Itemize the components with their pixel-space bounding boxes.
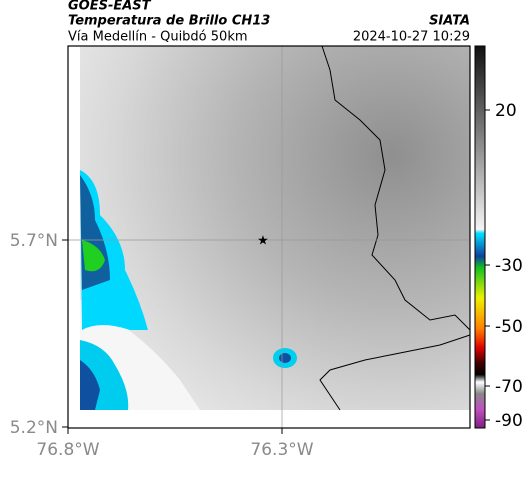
- colorbar: 20 -30 -50 -70 -90: [474, 45, 523, 431]
- satellite-image: ★: [68, 45, 471, 428]
- lon-tick: 76.8°W: [36, 440, 99, 460]
- colorbar-tick: 20: [495, 101, 517, 121]
- satellite: GOES-EAST: [68, 0, 152, 14]
- svg-text:★: ★: [257, 234, 269, 249]
- lat-tick: 5.2°N: [10, 418, 58, 438]
- colorbar-tick: -90: [495, 411, 523, 431]
- product: Temperatura de Brillo CH13: [68, 14, 270, 29]
- map-frame: [67, 45, 471, 429]
- route: Vía Medellín - Quibdó 50km: [68, 30, 248, 45]
- lon-tick: 76.3°W: [250, 440, 313, 460]
- agency: SIATA: [429, 14, 470, 29]
- colorbar-tick: -50: [495, 317, 523, 337]
- timestamp: 2024-10-27 10:29: [353, 30, 470, 45]
- lat-tick: 5.7°N: [10, 231, 58, 251]
- map-axes: 5.7°N 5.2°N 76.8°W 76.3°W: [10, 231, 314, 460]
- colorbar-tick: -30: [495, 256, 523, 276]
- colorbar-tick: -70: [495, 377, 523, 397]
